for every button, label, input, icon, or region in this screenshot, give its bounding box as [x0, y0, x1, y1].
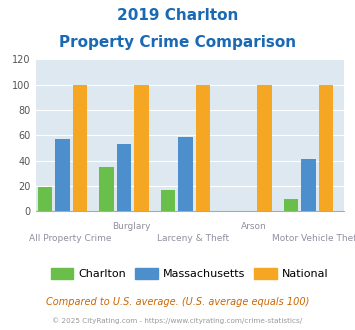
Bar: [178, 137, 193, 211]
Text: Larceny & Theft: Larceny & Theft: [157, 234, 229, 243]
Text: Property Crime Comparison: Property Crime Comparison: [59, 35, 296, 50]
Text: All Property Crime: All Property Crime: [28, 234, 111, 243]
Text: Arson: Arson: [241, 222, 267, 231]
Bar: [38, 187, 52, 211]
Text: © 2025 CityRating.com - https://www.cityrating.com/crime-statistics/: © 2025 CityRating.com - https://www.city…: [53, 317, 302, 324]
Bar: [196, 85, 210, 211]
Text: Compared to U.S. average. (U.S. average equals 100): Compared to U.S. average. (U.S. average …: [46, 297, 309, 307]
Bar: [73, 85, 87, 211]
Bar: [55, 139, 70, 211]
Bar: [257, 85, 272, 211]
Bar: [301, 159, 316, 211]
Bar: [99, 167, 114, 211]
Legend: Charlton, Massachusetts, National: Charlton, Massachusetts, National: [47, 264, 333, 284]
Bar: [319, 85, 333, 211]
Bar: [117, 144, 131, 211]
Text: Motor Vehicle Theft: Motor Vehicle Theft: [272, 234, 355, 243]
Text: Burglary: Burglary: [112, 222, 151, 231]
Bar: [135, 85, 149, 211]
Bar: [161, 190, 175, 211]
Bar: [284, 199, 298, 211]
Text: 2019 Charlton: 2019 Charlton: [117, 8, 238, 23]
